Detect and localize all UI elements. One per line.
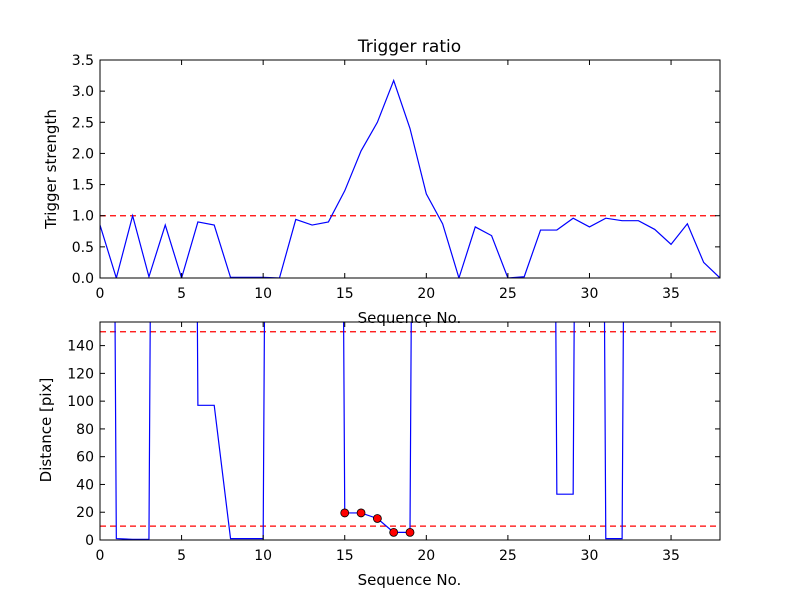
y-axis-label: Trigger strength (42, 109, 60, 230)
series-line (100, 78, 720, 278)
x-tick-label: 0 (96, 548, 105, 564)
x-axis-label: Sequence No. (358, 309, 462, 327)
y-tick-label: 0 (85, 533, 94, 549)
y-tick-label: 0.0 (72, 271, 94, 287)
x-tick-label: 10 (254, 548, 272, 564)
data-point-marker (389, 527, 399, 537)
x-tick-label: 5 (177, 286, 186, 302)
x-tick-label: 15 (336, 286, 354, 302)
data-point-marker (405, 527, 415, 537)
x-tick-label: 20 (417, 286, 435, 302)
x-tick-label: 20 (417, 548, 435, 564)
y-tick-label: 40 (76, 477, 94, 493)
y-tick-label: 140 (67, 339, 94, 355)
chart-title: Trigger ratio (357, 37, 461, 57)
x-tick-label: 0 (96, 286, 105, 302)
series-line (114, 322, 624, 540)
y-tick-label: 1.5 (72, 178, 94, 194)
y-tick-label: 100 (67, 394, 94, 410)
x-tick-label: 30 (581, 548, 599, 564)
trigger-ratio-panel: Trigger ratio Sequence No. Trigger stren… (42, 37, 721, 327)
data-point-marker (356, 508, 366, 518)
y-tick-label: 120 (67, 366, 94, 382)
data-point-marker (372, 514, 382, 523)
x-tick-label: 15 (336, 548, 354, 564)
x-tick-label: 30 (581, 286, 599, 302)
x-tick-label: 5 (177, 548, 186, 564)
x-tick-label: 25 (499, 286, 517, 302)
x-axis-label: Sequence No. (358, 571, 462, 589)
y-axis-label: Distance [pix] (37, 378, 55, 483)
data-point-marker (340, 508, 350, 518)
plot-frame (99, 59, 721, 279)
x-tick-label: 35 (662, 548, 680, 564)
y-tick-label: 2.0 (72, 146, 94, 162)
distance-panel: Sequence No. Distance [pix] 0 5 10 15 20 25 30… (37, 321, 721, 589)
y-tick-label: 0.5 (72, 240, 94, 256)
y-tick-label: 1.0 (72, 209, 94, 225)
x-tick-label: 10 (254, 286, 272, 302)
y-tick-label: 80 (76, 422, 94, 438)
y-tick-label: 3.0 (72, 84, 94, 100)
y-tick-label: 20 (76, 505, 94, 521)
plot-frame (99, 321, 721, 541)
x-tick-label: 35 (662, 286, 680, 302)
y-tick-label: 2.5 (72, 115, 94, 131)
x-tick-label: 25 (499, 548, 517, 564)
y-tick-label: 3.5 (72, 53, 94, 69)
y-tick-label: 60 (76, 450, 94, 466)
